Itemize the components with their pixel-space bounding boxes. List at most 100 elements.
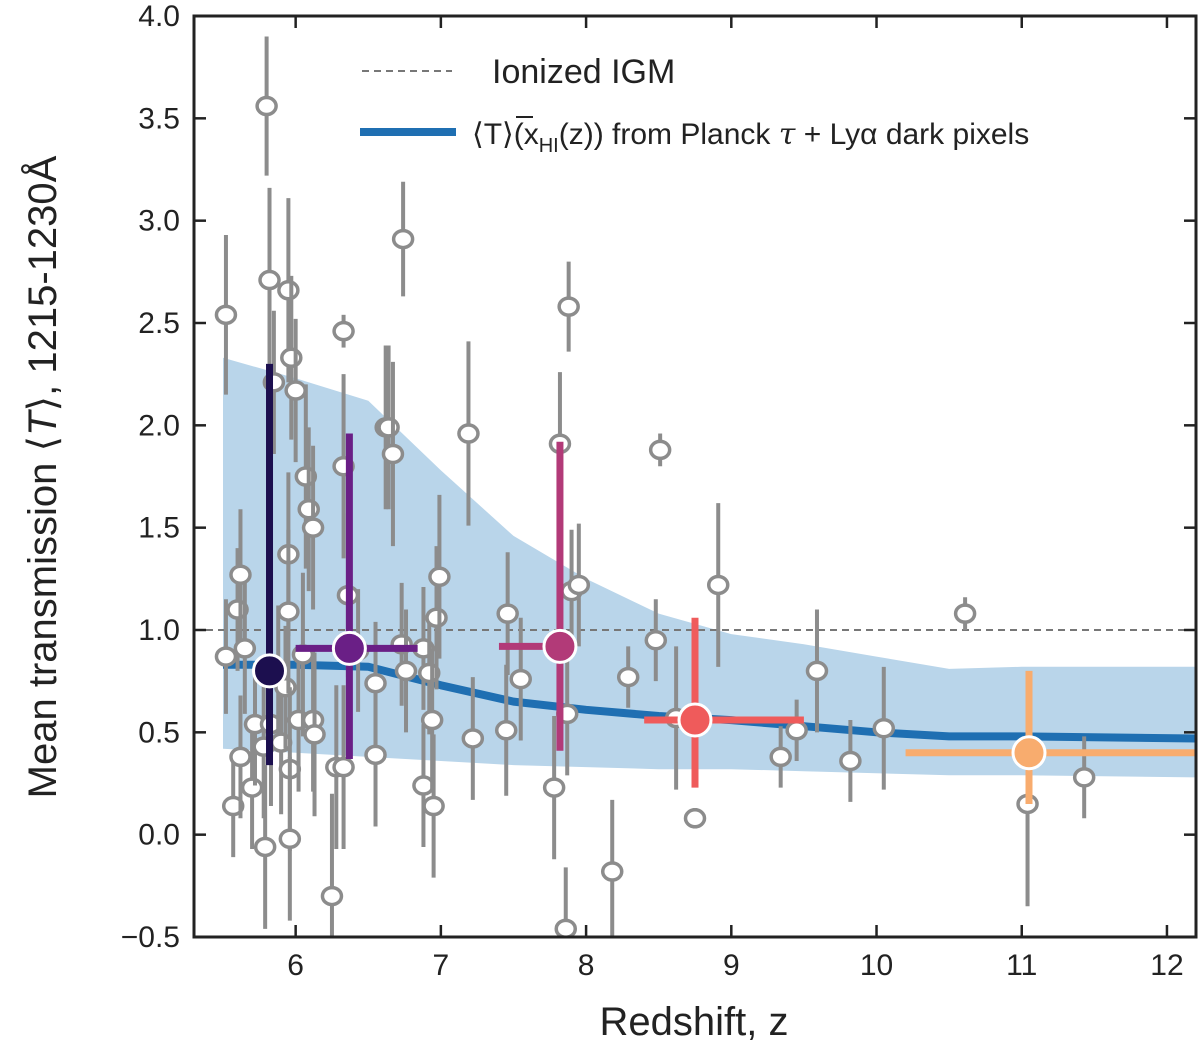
x-axis-title: Redshift, z [600, 1000, 789, 1044]
y-tick-label: 0.5 [138, 716, 180, 749]
x-tick-label: 6 [287, 949, 304, 982]
individual-point-marker [303, 724, 326, 745]
individual-point-marker [805, 660, 829, 682]
individual-point [278, 756, 302, 921]
individual-point [461, 677, 485, 800]
binned-points-layer [252, 363, 1196, 804]
individual-point [496, 552, 519, 676]
x-tick-label: 7 [433, 949, 450, 982]
legend: Ionized IGM ⟨T⟩(xHI(z)) from Planck τ + … [360, 53, 1029, 157]
individual-points-layer [214, 36, 1096, 937]
individual-point-marker [422, 795, 445, 817]
individual-point [542, 715, 566, 860]
binned-point-marker [252, 653, 288, 689]
x-tick-label: 11 [1006, 949, 1037, 982]
y-tick-label: −0.5 [121, 921, 180, 954]
individual-point [332, 314, 355, 348]
individual-point-marker [214, 304, 238, 326]
individual-point [683, 808, 707, 829]
y-tick-label: 1.0 [138, 614, 180, 647]
individual-point [509, 617, 532, 741]
individual-point [805, 609, 829, 733]
individual-point [422, 734, 445, 878]
individual-point [214, 599, 238, 714]
individual-point-marker [509, 668, 532, 690]
individual-point-marker [644, 629, 668, 651]
individual-point-marker [420, 709, 444, 731]
binned-point [295, 433, 418, 759]
individual-point-marker [377, 417, 400, 438]
individual-point-marker [364, 744, 387, 766]
individual-point [839, 720, 862, 802]
individual-point-marker [706, 574, 730, 596]
individual-point [557, 261, 580, 352]
individual-point [301, 445, 325, 610]
y-axis-title: Mean transmission ⟨T⟩, 1215-1230Å [20, 155, 65, 798]
individual-point-marker [1072, 767, 1096, 788]
individual-point-marker [301, 517, 325, 538]
individual-point-marker [255, 95, 278, 117]
individual-point-marker [277, 601, 300, 622]
individual-point [420, 648, 444, 792]
individual-point [320, 793, 344, 937]
binned-point-marker [331, 630, 367, 666]
individual-point-marker [785, 720, 808, 741]
individual-point-marker [683, 808, 707, 829]
y-tick-label: 2.0 [138, 409, 180, 442]
individual-point [214, 234, 238, 395]
individual-point-marker [425, 607, 448, 628]
uncertainty-band-layer [223, 357, 1196, 778]
legend-model-label: ⟨T⟩(xHI(z)) from Planck τ + Lyα dark pix… [472, 117, 1029, 157]
individual-point-marker [457, 423, 480, 444]
individual-point-marker [496, 603, 519, 624]
y-tick-label: 0.0 [138, 819, 180, 852]
binned-point-marker [542, 628, 578, 664]
individual-point [277, 529, 300, 694]
individual-point [554, 867, 578, 937]
legend-ionized-label: Ionized IGM [492, 53, 675, 91]
binned-point [644, 617, 804, 788]
individual-point [567, 523, 591, 647]
individual-point [332, 685, 355, 849]
individual-point-marker [233, 638, 257, 659]
individual-point [253, 765, 277, 929]
individual-point [644, 599, 668, 682]
individual-point-marker [381, 443, 405, 465]
individual-point-marker [391, 228, 415, 250]
individual-point-marker [600, 861, 624, 882]
individual-point-marker [229, 746, 252, 768]
individual-point-marker [229, 564, 252, 585]
x-tick-label: 12 [1150, 949, 1183, 982]
individual-point-marker [461, 728, 485, 749]
individual-point-marker [332, 756, 355, 778]
individual-point-marker [277, 280, 300, 301]
individual-point-marker [364, 672, 387, 694]
individual-point-marker [494, 720, 518, 741]
individual-point [381, 361, 405, 547]
individual-point-marker [557, 296, 580, 317]
axes-layer: 6 7 8 9 10 11 12 −0.5 0.0 0.5 1.0 1.5 2.0 2.5 3.0 3.5 4.… [121, 0, 1198, 982]
binned-point [252, 363, 288, 766]
individual-point-marker [278, 828, 302, 850]
x-tick-label: 10 [860, 949, 893, 982]
individual-point-marker [769, 746, 792, 768]
individual-point-marker [320, 885, 344, 907]
y-tick-label: 3.0 [138, 205, 180, 238]
uncertainty-band [223, 357, 1196, 778]
individual-point [457, 341, 480, 526]
model-line [223, 660, 1196, 743]
individual-point [648, 433, 672, 467]
individual-point-marker [214, 646, 238, 667]
y-tick-label: 4.0 [138, 0, 180, 33]
model-line-layer [223, 660, 1196, 743]
individual-point-marker [567, 574, 591, 596]
individual-point-marker [258, 269, 281, 291]
individual-point [953, 597, 977, 630]
individual-point [391, 181, 415, 297]
individual-point [494, 664, 518, 796]
individual-point [240, 726, 264, 849]
individual-point-marker [284, 380, 307, 401]
individual-point-marker [221, 795, 245, 817]
individual-point-marker [953, 603, 977, 624]
